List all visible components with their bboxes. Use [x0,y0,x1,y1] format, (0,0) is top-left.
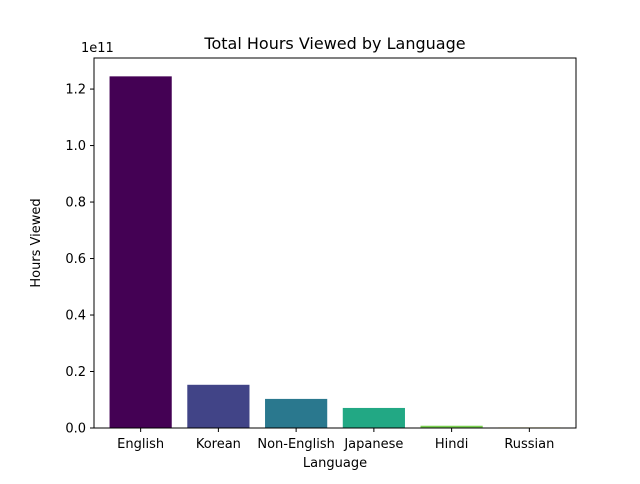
y-tick-label: 0.2 [65,365,86,380]
y-tick-label: 0.6 [65,252,86,267]
y-tick-label: 1.2 [65,83,86,98]
chart-title: Total Hours Viewed by Language [203,34,465,53]
x-tick-label: Korean [196,437,241,452]
x-axis: English Korean Non-English Japanese Hindi Rus… [117,428,554,452]
x-tick-label: Hindi [435,437,469,452]
y-axis-label: Hours Viewed [29,198,44,287]
y-tick-label: 0.0 [65,422,86,437]
y-tick-label: 0.8 [65,196,86,211]
bar-non-english [265,398,328,428]
plot-frame [93,57,577,429]
bars-group [109,76,561,429]
x-axis-label: Language [303,456,367,471]
y-axis: 0.0 0.2 0.4 0.6 0.8 1.0 1.2 [65,83,94,437]
x-tick-label: Non-English [257,437,335,452]
x-tick-label: Japanese [343,437,403,452]
bar-hindi [420,425,483,428]
y-tick-label: 0.4 [65,309,86,324]
y-axis-offset-label: 1e11 [81,41,114,56]
bar-japanese [342,407,405,428]
bar-english [109,76,172,429]
y-tick-label: 1.0 [65,139,86,154]
x-tick-label: English [117,437,164,452]
bar-korean [187,384,250,428]
x-tick-label: Russian [504,437,554,452]
